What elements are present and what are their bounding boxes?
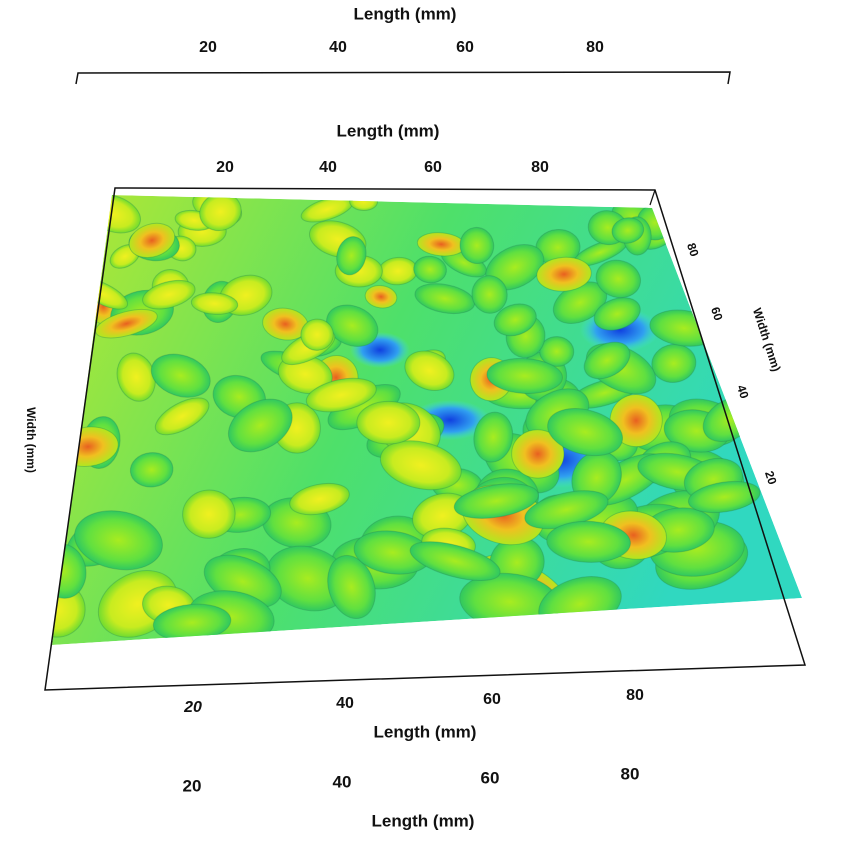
texture xyxy=(473,411,514,463)
texture xyxy=(95,308,158,339)
axis-title: Length (mm) xyxy=(372,811,475,830)
texture xyxy=(150,353,211,398)
texture xyxy=(199,195,242,232)
texture xyxy=(154,397,210,436)
texture xyxy=(471,275,508,314)
tick-label: 40 xyxy=(336,695,354,712)
texture xyxy=(364,285,398,309)
surface-scan xyxy=(52,195,802,645)
texture xyxy=(453,483,539,519)
axis-title: Length (mm) xyxy=(374,722,477,741)
texture xyxy=(190,292,239,315)
texture xyxy=(539,336,575,367)
texture xyxy=(536,256,592,292)
texture xyxy=(409,541,501,581)
tick-label: 20 xyxy=(762,469,780,486)
texture xyxy=(305,377,377,413)
box-edge xyxy=(649,189,656,206)
texture xyxy=(687,480,761,514)
texture xyxy=(414,283,476,315)
tick-label: 60 xyxy=(483,691,501,708)
tick-label: 80 xyxy=(531,159,549,176)
texture xyxy=(129,452,174,488)
tick-label: 40 xyxy=(329,39,347,56)
texture xyxy=(651,343,697,383)
texture xyxy=(547,408,623,457)
texture xyxy=(593,297,641,331)
texture xyxy=(493,303,537,337)
texture xyxy=(511,429,565,479)
texture xyxy=(611,217,645,244)
tick-label: 80 xyxy=(684,241,702,258)
tick-label: 80 xyxy=(586,39,604,56)
texture xyxy=(228,398,293,453)
texture xyxy=(356,400,421,445)
axis-title: Width (mm) xyxy=(24,407,38,473)
texture xyxy=(327,554,376,619)
tick-label: 60 xyxy=(424,159,442,176)
tick-label: 80 xyxy=(626,687,644,704)
axis-frame xyxy=(75,71,731,85)
texture xyxy=(326,304,379,347)
texture xyxy=(595,259,642,299)
texture xyxy=(404,350,455,391)
tick-label: 40 xyxy=(333,772,352,791)
plot-box xyxy=(44,187,807,691)
texture xyxy=(142,279,196,310)
tick-label: 60 xyxy=(481,768,500,787)
texture xyxy=(413,255,447,284)
texture xyxy=(583,341,631,380)
texture xyxy=(349,195,379,211)
texture xyxy=(300,318,334,351)
texture xyxy=(182,489,236,539)
texture xyxy=(379,440,462,491)
texture xyxy=(486,357,563,394)
texture xyxy=(546,520,631,563)
tick-label: 20 xyxy=(183,699,202,716)
tick-label: 20 xyxy=(216,159,234,176)
texture xyxy=(289,482,350,516)
tick-label: 20 xyxy=(199,39,217,56)
tick-label: 20 xyxy=(183,776,202,795)
texture xyxy=(336,236,367,276)
tick-label: 80 xyxy=(621,764,640,783)
texture xyxy=(128,222,176,259)
texture xyxy=(609,394,663,448)
tick-label: 60 xyxy=(708,305,726,322)
tick-label: 40 xyxy=(734,383,752,400)
tick-label: 60 xyxy=(456,39,474,56)
texture xyxy=(74,510,163,571)
axis-title: Length (mm) xyxy=(354,4,457,23)
texture xyxy=(459,226,495,265)
axis-title: Width (mm) xyxy=(750,306,784,373)
tick-label: 40 xyxy=(319,159,337,176)
axis-title: Length (mm) xyxy=(337,121,440,140)
